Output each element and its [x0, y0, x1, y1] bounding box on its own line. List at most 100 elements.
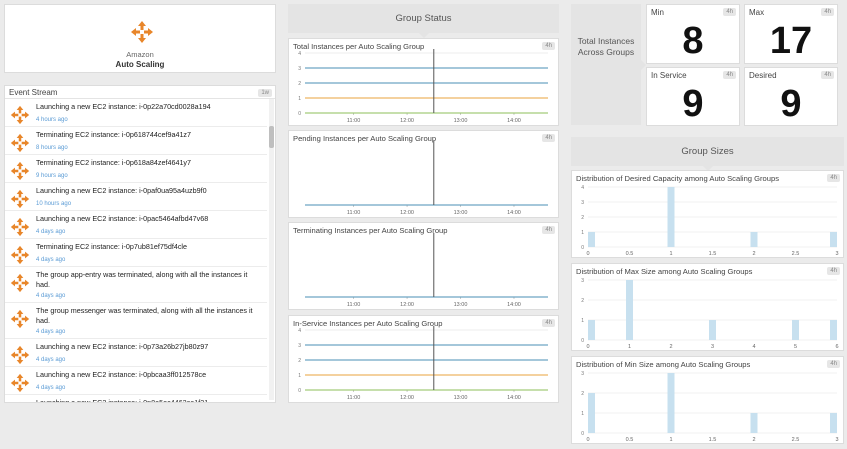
event-item[interactable]: The group messenger was terminated, alon… [5, 303, 267, 339]
x-tick-label: 3 [835, 437, 838, 443]
x-tick-label: 12:00 [400, 395, 414, 401]
event-timestamp[interactable]: 4 hours ago [36, 117, 68, 123]
stat-desired-label: Desired [749, 71, 777, 80]
auto-scaling-event-icon [10, 217, 30, 237]
event-timestamp[interactable]: 9 hours ago [36, 173, 68, 179]
event-timestamp[interactable]: 4 days ago [36, 357, 66, 363]
auto-scaling-event-icon [10, 189, 30, 209]
event-message: Launching a new EC2 instance: i-0pbcaa3f… [36, 370, 207, 379]
x-tick-label: 3 [711, 344, 714, 350]
bar[interactable] [792, 320, 799, 340]
chart-title: Distribution of Desired Capacity among A… [576, 174, 780, 183]
stat-min-badge[interactable]: 4h [723, 8, 736, 16]
desired-capacity-distribution-chart: Distribution of Desired Capacity among A… [571, 170, 844, 258]
event-list[interactable]: Launching a new EC2 instance: i-0p22a70c… [5, 99, 267, 402]
y-tick-label: 3 [298, 343, 301, 349]
event-stream-title: Event Stream [9, 88, 58, 97]
auto-scaling-event-icon [10, 105, 30, 125]
bar[interactable] [588, 320, 595, 340]
stat-max-label: Max [749, 8, 765, 17]
event-scrollbar[interactable] [269, 99, 274, 400]
y-tick-label: 3 [581, 200, 584, 206]
bar[interactable] [588, 232, 595, 247]
event-message: Terminating EC2 instance: i-0p618744cef9… [36, 130, 192, 139]
x-tick-label: 13:00 [454, 118, 468, 124]
event-item[interactable]: Terminating EC2 instance: i-0p7ub81ef75d… [5, 239, 267, 267]
y-tick-label: 1 [298, 96, 301, 102]
amazon-auto-scaling-logo-card: Amazon Auto Scaling [4, 4, 276, 73]
bar[interactable] [830, 413, 837, 433]
x-tick-label: 14:00 [507, 210, 521, 216]
stat-min-label: Min [651, 8, 664, 17]
bar-chart-plot: 0 1 2 3 4 0 0.5 1 1.5 2 2.5 3 [581, 185, 838, 257]
x-tick-label: 0 [586, 251, 589, 257]
event-timestamp[interactable]: 4 days ago [36, 329, 66, 335]
stat-in-service-value: 9 [682, 83, 704, 125]
event-item[interactable]: Terminating EC2 instance: i-0p618744cef9… [5, 127, 267, 155]
event-item[interactable]: Terminating EC2 instance: i-0p618a84zef4… [5, 155, 267, 183]
event-message: Launching a new EC2 instance: i-0p73a26b… [36, 342, 209, 351]
time-range-badge[interactable]: 4h [542, 319, 555, 327]
event-item[interactable]: Launching a new EC2 instance: i-0p22a70c… [5, 99, 267, 127]
time-range-badge[interactable]: 4h [542, 134, 555, 142]
event-timestamp[interactable]: 4 days ago [36, 229, 66, 235]
event-item[interactable]: Launching a new EC2 instance: i-0p73a26b… [5, 339, 267, 367]
x-tick-label: 13:00 [454, 395, 468, 401]
x-tick-label: 1.5 [709, 251, 717, 257]
bar[interactable] [626, 280, 633, 340]
stat-max-value: 17 [769, 20, 813, 62]
event-item[interactable]: Launching a new EC2 instance: i-0pac5464… [5, 211, 267, 239]
event-item[interactable]: Launching a new EC2 instance: i-0p8a5ec4… [5, 395, 267, 402]
event-timestamp[interactable]: 8 hours ago [36, 145, 68, 151]
event-stream-widget: Event Stream 1w Launching a new EC2 inst… [4, 85, 276, 403]
stat-max-badge[interactable]: 4h [821, 8, 834, 16]
stat-in-service-label: In Service [651, 71, 687, 80]
time-range-badge[interactable]: 4h [542, 42, 555, 50]
time-range-badge[interactable]: 4h [827, 267, 840, 275]
y-tick-label: 0 [298, 388, 301, 394]
bar[interactable] [830, 232, 837, 247]
y-tick-label: 4 [298, 328, 301, 334]
min-size-distribution-chart: Distribution of Min Size among Auto Scal… [571, 356, 844, 444]
in-service-instances-chart: In-Service Instances per Auto Scaling Gr… [288, 315, 559, 403]
stat-in-service-badge[interactable]: 4h [723, 71, 736, 79]
bar[interactable] [830, 320, 837, 340]
chart-title: In-Service Instances per Auto Scaling Gr… [293, 319, 443, 328]
event-timestamp[interactable]: 4 days ago [36, 385, 66, 391]
group-status-header: Group Status [288, 4, 559, 38]
auto-scaling-event-icon [10, 245, 30, 265]
event-timestamp[interactable]: 4 days ago [36, 293, 66, 299]
bar[interactable] [709, 320, 716, 340]
bar[interactable] [667, 187, 675, 247]
bar[interactable] [750, 413, 758, 433]
bar[interactable] [750, 232, 758, 247]
divider [5, 98, 275, 99]
y-tick-label: 2 [298, 358, 301, 364]
event-item[interactable]: Launching a new EC2 instance: i-0pbcaa3f… [5, 367, 267, 395]
stat-desired-badge[interactable]: 4h [821, 71, 834, 79]
bar[interactable] [667, 373, 675, 433]
bar[interactable] [588, 393, 595, 433]
event-item[interactable]: The group app-entry was terminated, alon… [5, 267, 267, 303]
time-range-badge[interactable]: 4h [827, 360, 840, 368]
event-timestamp[interactable]: 4 days ago [36, 257, 66, 263]
auto-scaling-event-icon [10, 273, 30, 293]
time-range-badge[interactable]: 1w [258, 89, 272, 97]
x-tick-label: 12:00 [400, 210, 414, 216]
y-tick-label: 2 [581, 215, 584, 221]
event-timestamp[interactable]: 10 hours ago [36, 201, 72, 207]
stat-in-service: In Service 4h 9 [646, 67, 740, 126]
event-item[interactable]: Launching a new EC2 instance: i-0paf0ua9… [5, 183, 267, 211]
stat-min: Min 4h 8 [646, 4, 740, 64]
y-tick-label: 3 [581, 371, 584, 377]
stat-desired-value: 9 [780, 83, 802, 125]
y-tick-label: 0 [298, 111, 301, 117]
time-range-badge[interactable]: 4h [542, 226, 555, 234]
x-tick-label: 12:00 [400, 302, 414, 308]
x-tick-label: 6 [835, 344, 838, 350]
x-tick-label: 13:00 [454, 302, 468, 308]
x-tick-label: 2 [752, 437, 755, 443]
scrollbar-thumb[interactable] [269, 126, 274, 148]
time-range-badge[interactable]: 4h [827, 174, 840, 182]
x-tick-label: 2 [669, 344, 672, 350]
